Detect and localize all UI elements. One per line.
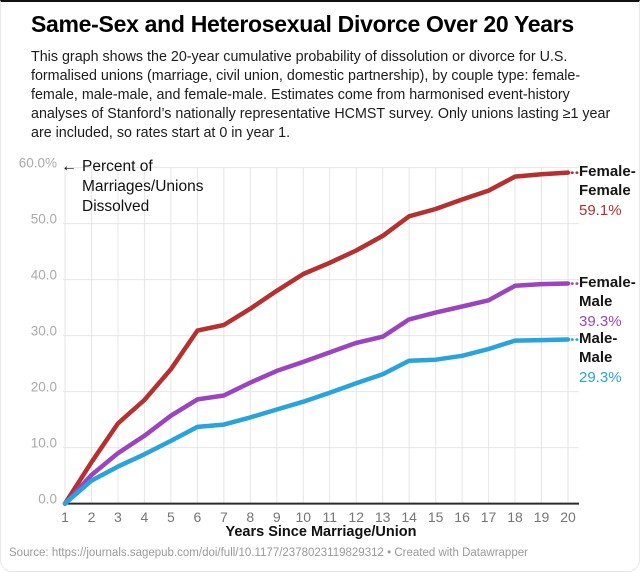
x-tick-label: 2 xyxy=(88,509,96,525)
x-tick-label: 7 xyxy=(220,509,228,525)
x-axis-title: Years Since Marriage/Union xyxy=(226,524,417,540)
legend-label: Male-Male xyxy=(579,330,618,366)
axis-ticks: 0.010.020.030.040.050.060.0%1 2 3 4 5 6 7 8 9 10 1… xyxy=(19,156,576,525)
line-male-male xyxy=(62,337,571,506)
x-tick-label: 16 xyxy=(454,509,470,525)
x-tick-label: 10 xyxy=(295,509,311,525)
legend-value: 39.3% xyxy=(579,313,622,330)
x-tick-label: 18 xyxy=(507,509,523,525)
x-tick-label: 19 xyxy=(534,509,550,525)
x-tick-label: 13 xyxy=(375,509,391,525)
legend-female-female: Female-Female 59.1% xyxy=(579,162,639,220)
y-tick-label: 30.0 xyxy=(31,324,57,339)
y-tick-label: 50.0 xyxy=(31,212,57,227)
x-tick-label: 12 xyxy=(348,509,364,525)
line-female-male xyxy=(62,281,571,506)
legend-label: Female-Female xyxy=(579,163,636,199)
x-tick-label: 11 xyxy=(322,509,337,525)
separator-dot: • xyxy=(387,547,392,559)
source-link[interactable]: https://journals.sagepub.com/doi/full/10… xyxy=(51,547,384,559)
page-title: Same-Sex and Heterosexual Divorce Over 2… xyxy=(31,11,574,37)
data-lines xyxy=(62,170,582,506)
x-tick-label: 5 xyxy=(167,509,175,525)
x-tick-label: 8 xyxy=(246,509,254,525)
source-line: Source: https://journals.sagepub.com/doi… xyxy=(9,547,528,559)
y-tick-label: 40.0 xyxy=(31,268,57,283)
x-tick-label: 4 xyxy=(141,509,149,525)
y-tick-label: 60.0% xyxy=(19,156,57,171)
x-tick-label: 6 xyxy=(193,509,201,525)
x-tick-label: 15 xyxy=(428,509,444,525)
x-tick-label: 17 xyxy=(481,509,497,525)
y-tick-label: 20.0 xyxy=(31,380,57,395)
legend-female-male: Female-Male 39.3% xyxy=(579,273,639,331)
x-tick-label: 1 xyxy=(61,509,69,525)
datawrapper-credit-link[interactable]: Created with Datawrapper xyxy=(394,547,528,559)
y-tick-label: 0.0 xyxy=(38,492,57,507)
y-tick-label: 10.0 xyxy=(31,436,57,451)
x-tick-label: 14 xyxy=(401,509,417,525)
source-label: Source: xyxy=(9,547,49,559)
x-tick-label: 20 xyxy=(560,509,576,525)
x-tick-label: 9 xyxy=(273,509,281,525)
gridlines xyxy=(63,167,579,505)
x-tick-label: 3 xyxy=(114,509,122,525)
legend-value: 29.3% xyxy=(579,369,622,386)
annotation-text: Percent of Marriages/Unions Dissolved xyxy=(82,158,204,215)
chart-description: This graph shows the 20-year cumulative … xyxy=(31,49,611,141)
left-arrow-icon: ← xyxy=(61,158,77,175)
legend-value: 59.1% xyxy=(579,202,622,219)
legend-male-male: Male-Male 29.3% xyxy=(579,329,639,387)
legend-label: Female-Male xyxy=(579,274,636,310)
line-female-female xyxy=(62,170,571,506)
y-axis-annotation: ← Percent of Marriages/Unions Dissolved xyxy=(61,157,232,217)
